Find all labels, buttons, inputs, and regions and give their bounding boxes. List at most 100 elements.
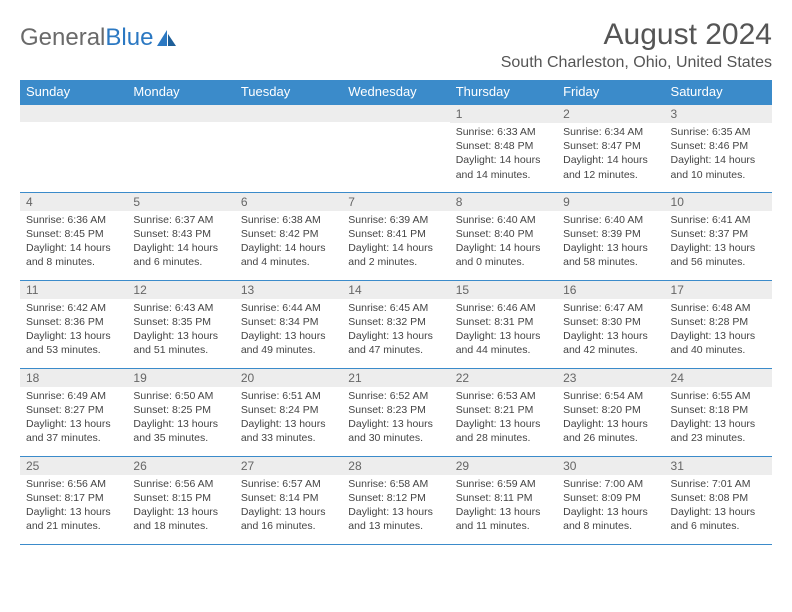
week-row: 1Sunrise: 6:33 AMSunset: 8:48 PMDaylight… <box>20 104 772 192</box>
sunset-text: Sunset: 8:45 PM <box>26 227 121 241</box>
sunset-text: Sunset: 8:17 PM <box>26 491 121 505</box>
day-cell: 29Sunrise: 6:59 AMSunset: 8:11 PMDayligh… <box>450 456 557 544</box>
day-cell: 9Sunrise: 6:40 AMSunset: 8:39 PMDaylight… <box>557 192 664 280</box>
sunset-text: Sunset: 8:47 PM <box>563 139 658 153</box>
sunrise-text: Sunrise: 6:49 AM <box>26 389 121 403</box>
day-number: 14 <box>342 281 449 299</box>
daylight-text: Daylight: 14 hours and 12 minutes. <box>563 153 658 181</box>
logo: GeneralBlue <box>20 24 178 52</box>
sunrise-text: Sunrise: 6:39 AM <box>348 213 443 227</box>
sunset-text: Sunset: 8:27 PM <box>26 403 121 417</box>
day-number: 26 <box>127 457 234 475</box>
day-number: 31 <box>665 457 772 475</box>
sunrise-text: Sunrise: 6:46 AM <box>456 301 551 315</box>
sunrise-text: Sunrise: 6:33 AM <box>456 125 551 139</box>
week-row: 11Sunrise: 6:42 AMSunset: 8:36 PMDayligh… <box>20 280 772 368</box>
day-cell <box>342 104 449 192</box>
daylight-text: Daylight: 14 hours and 10 minutes. <box>671 153 766 181</box>
day-cell: 7Sunrise: 6:39 AMSunset: 8:41 PMDaylight… <box>342 192 449 280</box>
day-details: Sunrise: 6:46 AMSunset: 8:31 PMDaylight:… <box>450 299 557 362</box>
daylight-text: Daylight: 13 hours and 56 minutes. <box>671 241 766 269</box>
logo-text-blue: Blue <box>105 24 153 52</box>
weekday-sunday: Sunday <box>20 80 127 104</box>
day-details: Sunrise: 6:52 AMSunset: 8:23 PMDaylight:… <box>342 387 449 450</box>
sunrise-text: Sunrise: 6:41 AM <box>671 213 766 227</box>
weekday-friday: Friday <box>557 80 664 104</box>
day-number: 16 <box>557 281 664 299</box>
day-number: 12 <box>127 281 234 299</box>
day-number: 24 <box>665 369 772 387</box>
day-details <box>342 122 449 128</box>
day-cell: 2Sunrise: 6:34 AMSunset: 8:47 PMDaylight… <box>557 104 664 192</box>
day-number: 30 <box>557 457 664 475</box>
day-details: Sunrise: 6:56 AMSunset: 8:17 PMDaylight:… <box>20 475 127 538</box>
day-number: 20 <box>235 369 342 387</box>
day-details: Sunrise: 6:37 AMSunset: 8:43 PMDaylight:… <box>127 211 234 274</box>
day-cell: 4Sunrise: 6:36 AMSunset: 8:45 PMDaylight… <box>20 192 127 280</box>
day-details: Sunrise: 6:57 AMSunset: 8:14 PMDaylight:… <box>235 475 342 538</box>
daylight-text: Daylight: 13 hours and 6 minutes. <box>671 505 766 533</box>
day-cell: 1Sunrise: 6:33 AMSunset: 8:48 PMDaylight… <box>450 104 557 192</box>
day-cell: 31Sunrise: 7:01 AMSunset: 8:08 PMDayligh… <box>665 456 772 544</box>
day-details: Sunrise: 6:49 AMSunset: 8:27 PMDaylight:… <box>20 387 127 450</box>
day-details: Sunrise: 6:36 AMSunset: 8:45 PMDaylight:… <box>20 211 127 274</box>
day-number: 21 <box>342 369 449 387</box>
calendar-table: Sunday Monday Tuesday Wednesday Thursday… <box>20 80 772 545</box>
sunset-text: Sunset: 8:20 PM <box>563 403 658 417</box>
sunrise-text: Sunrise: 6:55 AM <box>671 389 766 403</box>
day-number: 6 <box>235 193 342 211</box>
daylight-text: Daylight: 13 hours and 8 minutes. <box>563 505 658 533</box>
day-number <box>235 105 342 122</box>
daylight-text: Daylight: 13 hours and 37 minutes. <box>26 417 121 445</box>
daylight-text: Daylight: 13 hours and 35 minutes. <box>133 417 228 445</box>
day-details: Sunrise: 6:38 AMSunset: 8:42 PMDaylight:… <box>235 211 342 274</box>
sunrise-text: Sunrise: 7:01 AM <box>671 477 766 491</box>
day-number: 4 <box>20 193 127 211</box>
sunrise-text: Sunrise: 6:40 AM <box>456 213 551 227</box>
daylight-text: Daylight: 13 hours and 40 minutes. <box>671 329 766 357</box>
day-details: Sunrise: 6:40 AMSunset: 8:40 PMDaylight:… <box>450 211 557 274</box>
sunrise-text: Sunrise: 6:44 AM <box>241 301 336 315</box>
day-number: 22 <box>450 369 557 387</box>
daylight-text: Daylight: 13 hours and 26 minutes. <box>563 417 658 445</box>
sunrise-text: Sunrise: 6:38 AM <box>241 213 336 227</box>
day-details: Sunrise: 6:54 AMSunset: 8:20 PMDaylight:… <box>557 387 664 450</box>
day-cell: 30Sunrise: 7:00 AMSunset: 8:09 PMDayligh… <box>557 456 664 544</box>
daylight-text: Daylight: 13 hours and 23 minutes. <box>671 417 766 445</box>
day-details: Sunrise: 6:34 AMSunset: 8:47 PMDaylight:… <box>557 123 664 186</box>
sunrise-text: Sunrise: 6:47 AM <box>563 301 658 315</box>
sunset-text: Sunset: 8:48 PM <box>456 139 551 153</box>
day-number: 19 <box>127 369 234 387</box>
sunset-text: Sunset: 8:46 PM <box>671 139 766 153</box>
sunset-text: Sunset: 8:39 PM <box>563 227 658 241</box>
sunset-text: Sunset: 8:40 PM <box>456 227 551 241</box>
sunset-text: Sunset: 8:42 PM <box>241 227 336 241</box>
day-cell: 11Sunrise: 6:42 AMSunset: 8:36 PMDayligh… <box>20 280 127 368</box>
day-cell: 18Sunrise: 6:49 AMSunset: 8:27 PMDayligh… <box>20 368 127 456</box>
day-cell: 25Sunrise: 6:56 AMSunset: 8:17 PMDayligh… <box>20 456 127 544</box>
calendar-body: 1Sunrise: 6:33 AMSunset: 8:48 PMDaylight… <box>20 104 772 544</box>
weekday-tuesday: Tuesday <box>235 80 342 104</box>
sunset-text: Sunset: 8:37 PM <box>671 227 766 241</box>
daylight-text: Daylight: 13 hours and 11 minutes. <box>456 505 551 533</box>
sunrise-text: Sunrise: 6:52 AM <box>348 389 443 403</box>
day-cell: 27Sunrise: 6:57 AMSunset: 8:14 PMDayligh… <box>235 456 342 544</box>
sunset-text: Sunset: 8:35 PM <box>133 315 228 329</box>
day-details: Sunrise: 6:44 AMSunset: 8:34 PMDaylight:… <box>235 299 342 362</box>
sunset-text: Sunset: 8:32 PM <box>348 315 443 329</box>
day-number: 8 <box>450 193 557 211</box>
day-cell: 17Sunrise: 6:48 AMSunset: 8:28 PMDayligh… <box>665 280 772 368</box>
day-details: Sunrise: 6:33 AMSunset: 8:48 PMDaylight:… <box>450 123 557 186</box>
week-row: 18Sunrise: 6:49 AMSunset: 8:27 PMDayligh… <box>20 368 772 456</box>
day-details: Sunrise: 7:00 AMSunset: 8:09 PMDaylight:… <box>557 475 664 538</box>
day-cell: 20Sunrise: 6:51 AMSunset: 8:24 PMDayligh… <box>235 368 342 456</box>
sunrise-text: Sunrise: 6:42 AM <box>26 301 121 315</box>
day-cell: 24Sunrise: 6:55 AMSunset: 8:18 PMDayligh… <box>665 368 772 456</box>
day-number <box>342 105 449 122</box>
sunset-text: Sunset: 8:09 PM <box>563 491 658 505</box>
month-title: August 2024 <box>501 18 772 52</box>
day-cell: 6Sunrise: 6:38 AMSunset: 8:42 PMDaylight… <box>235 192 342 280</box>
day-cell <box>20 104 127 192</box>
sunset-text: Sunset: 8:34 PM <box>241 315 336 329</box>
day-number <box>20 105 127 122</box>
